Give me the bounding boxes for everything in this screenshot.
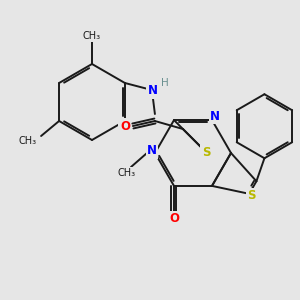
Text: H: H: [161, 78, 169, 88]
Text: CH₃: CH₃: [118, 168, 136, 178]
Text: O: O: [120, 119, 130, 133]
Text: CH₃: CH₃: [83, 31, 101, 41]
Text: N: N: [147, 145, 157, 158]
Text: N: N: [210, 110, 220, 123]
Text: S: S: [247, 189, 255, 202]
Text: CH₃: CH₃: [19, 136, 37, 146]
Text: O: O: [169, 212, 179, 225]
Text: S: S: [202, 146, 210, 158]
Text: N: N: [148, 85, 158, 98]
